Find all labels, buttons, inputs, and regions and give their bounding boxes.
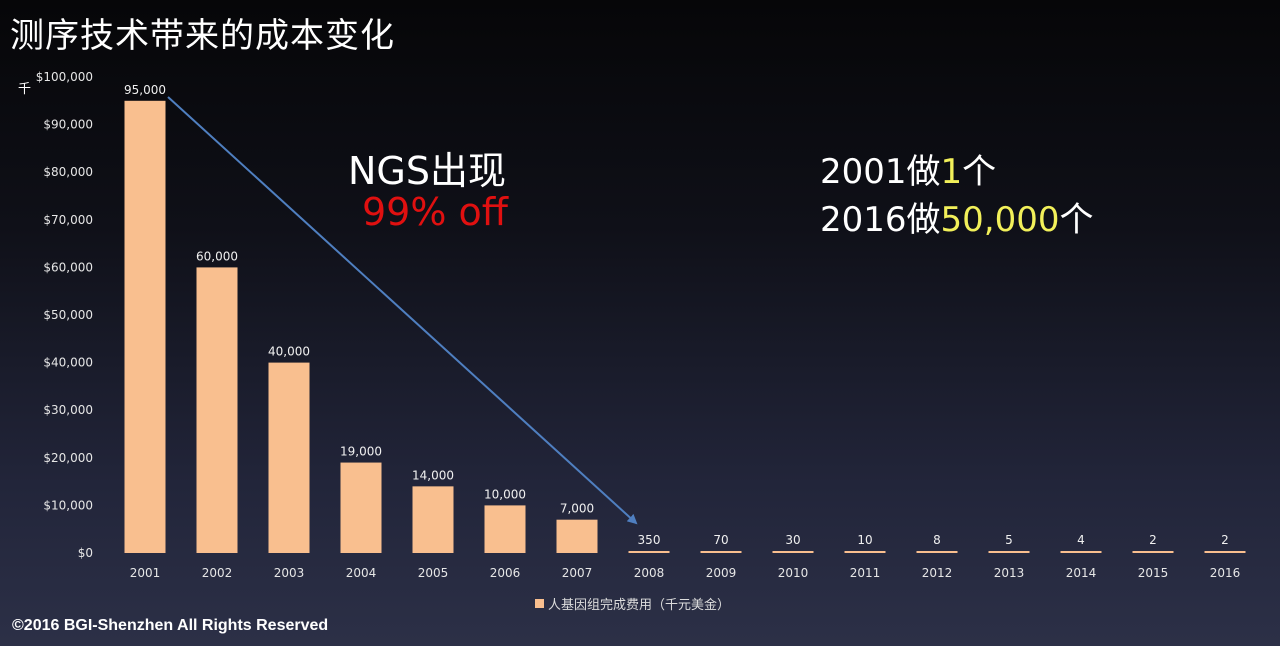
ngs-annotation: NGS出现 — [348, 149, 506, 193]
comparison-2016-suffix: 个 — [1059, 200, 1094, 240]
data-label-2006: 10,000 — [484, 487, 526, 501]
bar-2002 — [196, 267, 238, 553]
bar-2005 — [412, 486, 454, 553]
y-tick-label: $30,000 — [43, 403, 93, 417]
off-annotation: 99% off — [362, 190, 508, 234]
y-tick-label: $20,000 — [43, 451, 93, 465]
x-tick-label-2014: 2014 — [1066, 566, 1097, 580]
x-tick-label-2016: 2016 — [1210, 566, 1241, 580]
x-tick-label-2005: 2005 — [418, 566, 449, 580]
trend-arrow — [167, 96, 638, 525]
data-label-2007: 7,000 — [560, 502, 594, 516]
comparison-line-2001: 2001做1个 — [820, 144, 996, 193]
data-label-2004: 19,000 — [340, 445, 382, 459]
data-label-2013: 5 — [1005, 533, 1013, 547]
bar-2008 — [628, 551, 670, 553]
bar-2007 — [556, 519, 598, 553]
data-label-2011: 10 — [857, 533, 872, 547]
bar-2011 — [844, 551, 886, 553]
bar-2009 — [700, 551, 742, 553]
comparison-line-2016: 2016做50,000个 — [820, 192, 1094, 241]
data-label-2009: 70 — [713, 533, 728, 547]
x-tick-label-2015: 2015 — [1138, 566, 1169, 580]
y-unit-label: 千 — [18, 82, 32, 97]
chart-legend: 人基因组完成费用（千元美金） — [535, 594, 730, 613]
data-label-2010: 30 — [785, 533, 800, 547]
data-label-2002: 60,000 — [196, 249, 238, 263]
x-axis: 2001 2002 2003 2004 2005 2006 2007 2008 2009 2010… — [130, 566, 1241, 580]
bar-2010 — [772, 551, 814, 553]
bar-2013 — [988, 551, 1030, 553]
y-tick-label: $60,000 — [43, 260, 93, 274]
bar-2014 — [1060, 551, 1102, 553]
comparison-2001-prefix: 2001做 — [820, 152, 941, 192]
data-label-2012: 8 — [933, 533, 941, 547]
y-tick-label: $0 — [78, 546, 93, 560]
y-tick-label: $70,000 — [43, 213, 93, 227]
copyright-footer: ©2016 BGI-Shenzhen All Rights Reserved — [12, 617, 329, 634]
x-tick-label-2003: 2003 — [274, 566, 305, 580]
x-tick-label-2004: 2004 — [346, 566, 377, 580]
y-axis: $0 $10,000 $20,000 $30,000 $40,000 $50,000 $60… — [36, 70, 93, 560]
bar-2012 — [916, 551, 958, 553]
legend-label: 人基因组完成费用（千元美金） — [548, 598, 731, 613]
x-tick-label-2007: 2007 — [562, 566, 593, 580]
x-tick-label-2008: 2008 — [634, 566, 665, 580]
y-tick-label: $80,000 — [43, 165, 93, 179]
bar-2001 — [124, 100, 166, 554]
legend-swatch — [535, 599, 544, 608]
bar-2016 — [1204, 551, 1246, 553]
y-tick-label: $10,000 — [43, 498, 93, 512]
x-tick-label-2009: 2009 — [706, 566, 737, 580]
data-label-2003: 40,000 — [268, 345, 310, 359]
comparison-2001-count: 1 — [940, 152, 963, 192]
x-tick-label-2006: 2006 — [490, 566, 521, 580]
x-tick-label-2013: 2013 — [994, 566, 1025, 580]
x-tick-label-2012: 2012 — [922, 566, 953, 580]
comparison-2001-suffix: 个 — [962, 152, 997, 192]
y-tick-label: $90,000 — [43, 118, 93, 132]
page-title: 测序技术带来的成本变化 — [10, 16, 395, 56]
data-label-2015: 2 — [1149, 533, 1157, 547]
y-tick-label: $40,000 — [43, 356, 93, 370]
bars — [124, 100, 1246, 554]
bar-2015 — [1132, 551, 1174, 553]
x-tick-label-2010: 2010 — [778, 566, 809, 580]
x-tick-label-2002: 2002 — [202, 566, 233, 580]
bar-2006 — [484, 505, 526, 553]
comparison-2016-prefix: 2016做 — [820, 200, 941, 240]
data-label-2008: 350 — [638, 533, 661, 547]
data-label-2016: 2 — [1221, 533, 1229, 547]
x-tick-label-2011: 2011 — [850, 566, 881, 580]
data-labels: 95,000 60,000 40,000 19,000 14,000 10,000 7,00… — [124, 83, 1229, 547]
x-tick-label-2001: 2001 — [130, 566, 161, 580]
y-tick-label: $50,000 — [43, 308, 93, 322]
bar-2003 — [268, 362, 310, 553]
y-tick-label: $100,000 — [36, 70, 93, 84]
comparison-2016-count: 50,000 — [940, 200, 1060, 240]
data-label-2001: 95,000 — [124, 83, 166, 97]
data-label-2005: 14,000 — [412, 468, 454, 482]
bar-2004 — [340, 462, 382, 553]
data-label-2014: 4 — [1077, 533, 1085, 547]
